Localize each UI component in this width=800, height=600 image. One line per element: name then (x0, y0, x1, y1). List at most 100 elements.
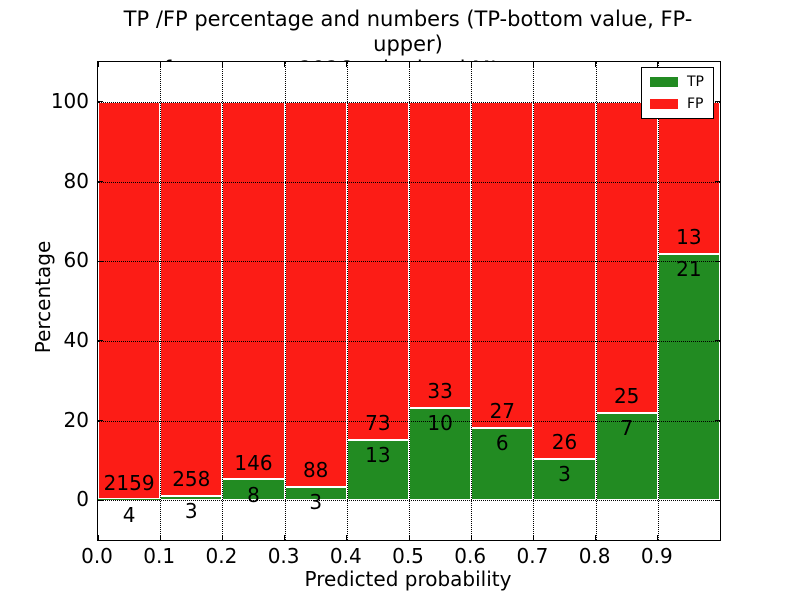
x-gridline-0.6 (471, 62, 473, 540)
x-tick-label-0.5: 0.5 (392, 544, 424, 568)
fp-count-label-bin6: 27 (489, 399, 516, 423)
bar-segment-tp-bin6 (471, 427, 534, 501)
tp-count-label-bin4: 13 (365, 443, 391, 468)
y-tick-left-100 (98, 101, 103, 103)
x-tick-top-0.1 (159, 62, 161, 67)
y-tick-label-60: 60 (63, 248, 89, 273)
plot-area: TP FP 2159 4 258 3 146 8 88 3 73 13 33 10 27 6 26 3 25 7 1… (97, 61, 721, 541)
fp-count-label-bin5: 33 (427, 378, 453, 403)
y-tick-label-40: 40 (63, 327, 89, 352)
bar-segment-fp-bin2 (222, 101, 285, 480)
x-gridline-0.3 (284, 62, 286, 540)
bar-segment-fp-bin3 (284, 101, 347, 488)
tp-count-label-bin6: 6 (495, 430, 509, 455)
x-tick-top-0.3 (284, 62, 286, 67)
x-tick-label-0.0: 0.0 (81, 544, 113, 568)
x-tick-label-0.6: 0.6 (454, 544, 487, 568)
tp-count-label-bin8: 7 (620, 416, 634, 441)
bar-segment-fp-bin0 (98, 101, 161, 500)
legend-item-tp: TP (650, 75, 704, 89)
x-tick-bottom-0.2 (221, 535, 223, 540)
tp-legend-swatch (650, 77, 678, 87)
fp-legend-swatch (650, 99, 678, 109)
bar-segment-fp-bin7 (533, 101, 596, 459)
x-tick-top-0.9 (657, 62, 659, 67)
fp-count-label-bin2: 146 (234, 450, 273, 475)
x-tick-top-0.2 (221, 62, 223, 67)
tp-count-label-bin0: 4 (122, 502, 136, 527)
x-tick-bottom-0.7 (532, 535, 534, 540)
y-tick-label-100: 100 (50, 88, 89, 113)
y-tick-label-0: 0 (76, 487, 89, 512)
y-tick-right-80 (715, 181, 720, 182)
y-tick-right-100 (715, 101, 720, 103)
tp-count-label-bin1: 3 (184, 498, 198, 523)
x-tick-bottom-0.4 (346, 535, 348, 540)
tp-count-label-bin3: 3 (309, 490, 323, 515)
legend: TP FP (641, 67, 714, 119)
bar-segment-tp-bin7 (533, 458, 596, 501)
x-tick-bottom-0.6 (470, 535, 472, 540)
x-tick-bottom-0.8 (595, 535, 597, 540)
x-tick-bottom-0.3 (284, 535, 286, 540)
y-tick-right-20 (715, 420, 720, 421)
x-gridline-0.2 (222, 62, 224, 540)
tp-count-label-bin9: 21 (676, 257, 702, 282)
x-tick-label-0.3: 0.3 (267, 544, 300, 568)
x-tick-top-0.7 (532, 62, 534, 67)
x-tick-bottom-0.0 (97, 535, 99, 540)
x-gridline-0.1 (160, 62, 162, 540)
fp-count-label-bin3: 88 (302, 458, 329, 483)
fp-count-label-bin9: 13 (676, 225, 702, 250)
y-tick-right-0 (715, 499, 720, 501)
tp-count-label-bin5: 10 (427, 410, 453, 435)
y-tick-left-40 (98, 340, 103, 342)
fp-count-label-bin7: 26 (551, 430, 578, 455)
y-tick-label-20: 20 (63, 407, 89, 432)
x-tick-bottom-0.9 (657, 535, 659, 540)
bar-segment-fp-bin5 (409, 101, 472, 408)
fp-count-label-bin1: 258 (172, 466, 211, 491)
fp-count-label-bin0: 2159 (103, 470, 155, 495)
x-tick-top-0.5 (408, 62, 410, 67)
bar-segment-tp-bin9 (657, 254, 720, 501)
x-gridline-0.9 (657, 62, 659, 540)
x-gridline-0.4 (346, 62, 348, 540)
bar-segment-fp-bin8 (595, 101, 658, 414)
x-tick-label-0.2: 0.2 (205, 544, 238, 568)
x-tick-top-0.4 (346, 62, 348, 67)
tp-count-label-bin2: 8 (247, 482, 260, 507)
y-tick-label-80: 80 (63, 168, 89, 193)
fp-count-label-bin8: 25 (613, 384, 640, 409)
y-tick-left-20 (98, 420, 103, 421)
x-tick-label-0.8: 0.8 (578, 544, 611, 568)
chart-title-line1: TP /FP percentage and numbers (TP-bottom… (123, 7, 693, 56)
fp-legend-label: FP (687, 96, 704, 112)
x-tick-top-0.0 (97, 62, 99, 67)
x-tick-label-0.4: 0.4 (329, 544, 362, 568)
bar-segment-fp-bin6 (471, 101, 534, 428)
bar-segment-tp-bin8 (595, 413, 658, 501)
legend-item-fp: FP (650, 97, 704, 111)
y-tick-left-80 (98, 181, 103, 182)
x-tick-label-0.7: 0.7 (516, 544, 549, 568)
bar-segment-tp-bin5 (409, 407, 472, 501)
x-tick-bottom-0.5 (408, 535, 410, 540)
x-tick-bottom-0.1 (159, 535, 161, 540)
x-axis-label: Predicted probability (304, 567, 512, 591)
bar-segment-fp-bin9 (657, 101, 720, 255)
x-gridline-0.5 (409, 62, 410, 540)
x-tick-label-0.1: 0.1 (143, 544, 176, 568)
tp-count-label-bin7: 3 (558, 462, 571, 487)
x-tick-top-0.8 (595, 62, 597, 67)
x-gridline-0.7 (533, 62, 535, 540)
bar-segment-fp-bin1 (160, 101, 223, 496)
x-gridline-0.8 (595, 62, 597, 540)
x-tick-top-0.6 (470, 62, 472, 67)
tp-legend-label: TP (687, 74, 704, 90)
y-tick-left-60 (98, 260, 103, 262)
x-tick-label-0.9: 0.9 (640, 544, 673, 568)
y-tick-right-40 (715, 340, 720, 342)
y-tick-left-0 (98, 499, 103, 501)
